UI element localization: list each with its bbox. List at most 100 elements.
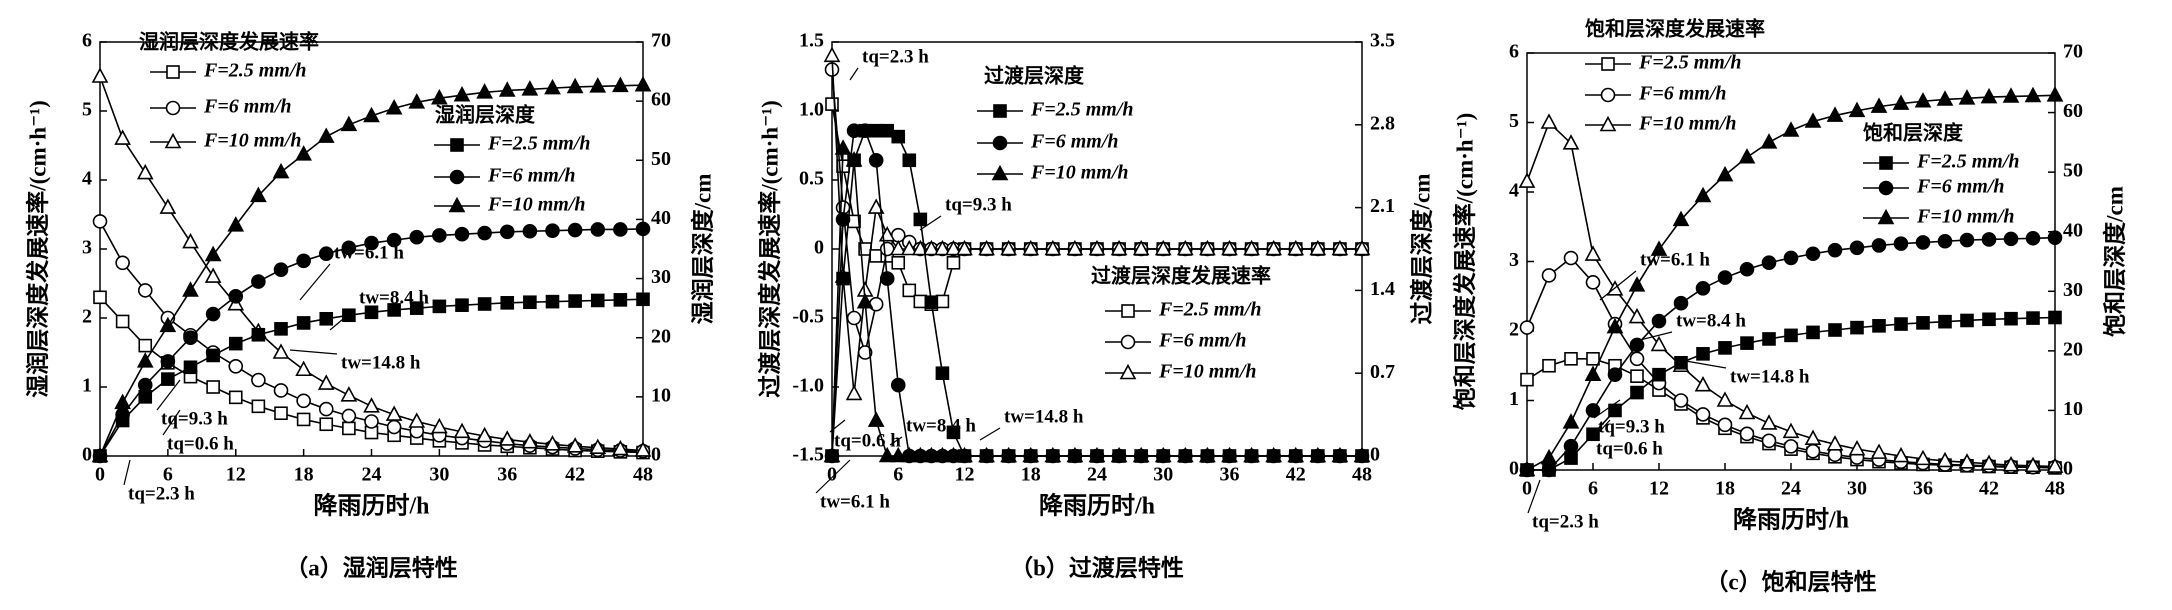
marker-square: [274, 406, 288, 421]
y2-tick-label: 0: [2063, 458, 2073, 480]
marker-triangle: [2024, 86, 2042, 103]
marker-triangle: [1936, 90, 1954, 106]
y2-tick-label: 20: [2063, 338, 2083, 360]
legend-marker: [1878, 180, 1894, 196]
marker-circle: [1563, 250, 1579, 266]
legend-label: F=6 mm/h: [487, 165, 576, 187]
marker-circle: [1871, 238, 1887, 253]
marker-circle: [1937, 233, 1953, 249]
legend-marker: [991, 164, 1009, 181]
marker-triangle: [1980, 87, 1998, 104]
y-tick-label: 6: [1509, 41, 1519, 63]
y2-tick-label: 60: [2063, 100, 2083, 122]
marker-circle: [364, 414, 379, 429]
marker-square: [1608, 403, 1622, 418]
marker-triangle: [1540, 113, 1558, 129]
y2-tick-label: 0.7: [1370, 361, 1395, 383]
marker-triangle: [91, 446, 109, 463]
marker-circle: [613, 222, 628, 237]
legend-label: F=10 mm/h: [1158, 361, 1257, 383]
marker-circle: [2025, 230, 2041, 246]
marker-circle: [1651, 313, 1667, 329]
x-tick-label: 6: [1588, 478, 1598, 500]
x-tick-label: 12: [1649, 478, 1669, 500]
marker-triangle: [521, 80, 539, 96]
marker-circle: [1783, 439, 1799, 454]
marker-triangle: [845, 384, 863, 401]
marker-circle: [1959, 232, 1975, 248]
marker-square: [409, 301, 424, 315]
legend-label: F=10 mm/h: [1916, 206, 2015, 228]
marker-circle: [115, 255, 130, 271]
marker-square: [1806, 325, 1820, 340]
marker-square: [228, 390, 243, 405]
legend-title: 湿润层深度发展速率: [139, 30, 319, 54]
marker-triangle: [834, 139, 852, 155]
legend-label: F=6 mm/h: [1158, 330, 1247, 352]
marker-circle: [1893, 236, 1909, 251]
marker-square: [477, 297, 492, 311]
marker-circle: [635, 221, 651, 237]
y2-tick-label: 70: [651, 30, 671, 52]
legend-title: 过渡层深度: [984, 64, 1085, 88]
marker-circle: [846, 310, 862, 326]
x-tick-label: 30: [1153, 464, 1173, 486]
marker-triangle: [1760, 133, 1778, 149]
marker-circle: [318, 401, 334, 417]
x-tick-label: 48: [633, 464, 653, 486]
annotation-arrow: [156, 379, 181, 411]
marker-triangle: [1022, 239, 1040, 256]
marker-circle: [2003, 231, 2019, 247]
marker-square: [364, 305, 379, 320]
y-tick-label: 0: [1509, 458, 1519, 480]
marker-circle: [1915, 235, 1931, 250]
marker-circle: [318, 246, 334, 262]
marker-square: [251, 399, 266, 414]
marker-triangle: [204, 245, 222, 262]
legend-marker: [1877, 208, 1895, 225]
annotation: tw=8.4 h: [906, 415, 976, 436]
marker-circle: [92, 214, 108, 229]
x-tick-label: 30: [429, 464, 449, 486]
x-tick-label: 18: [1021, 464, 1041, 486]
marker-triangle: [159, 198, 177, 214]
annotation: tw=6.1 h: [334, 242, 404, 263]
marker-circle: [1541, 268, 1557, 283]
marker-circle: [1695, 407, 1711, 422]
marker-square: [1564, 351, 1578, 366]
legend-label: F=6 mm/h: [203, 96, 292, 118]
annotation-arrow: [1527, 479, 1541, 514]
annotation-arrow: [1679, 359, 1727, 369]
marker-triangle: [1154, 239, 1172, 256]
x-tick-label: 0: [827, 464, 837, 486]
annotation: tq=0.6 h: [1596, 438, 1663, 459]
marker-circle: [1695, 281, 1711, 296]
marker-triangle: [1760, 414, 1778, 430]
marker-triangle: [978, 446, 995, 463]
marker-circle: [205, 306, 221, 322]
marker-circle: [386, 419, 402, 435]
marker-triangle: [1022, 446, 1040, 463]
marker-triangle: [923, 239, 940, 256]
y2-tick-label: 40: [651, 207, 671, 229]
marker-circle: [137, 283, 153, 298]
marker-square: [138, 338, 153, 353]
marker-triangle: [1826, 106, 1844, 122]
x-axis-title: 降雨历时/h: [1733, 506, 1849, 534]
marker-triangle: [1584, 245, 1602, 261]
caption: （b）过渡层特性: [1010, 554, 1184, 580]
marker-triangle: [1936, 451, 1954, 468]
annotation-arrow: [889, 436, 903, 446]
marker-square: [1960, 313, 1974, 328]
marker-square: [161, 372, 175, 386]
marker-triangle: [1176, 239, 1194, 256]
legend-marker: [450, 138, 464, 152]
x-tick-label: 12: [955, 464, 975, 486]
marker-triangle: [1914, 92, 1932, 108]
marker-triangle: [453, 422, 471, 439]
marker-circle: [1717, 417, 1733, 433]
marker-square: [1520, 372, 1534, 387]
marker-triangle: [2002, 455, 2020, 472]
marker-triangle: [317, 127, 335, 143]
marker-triangle: [363, 397, 380, 413]
